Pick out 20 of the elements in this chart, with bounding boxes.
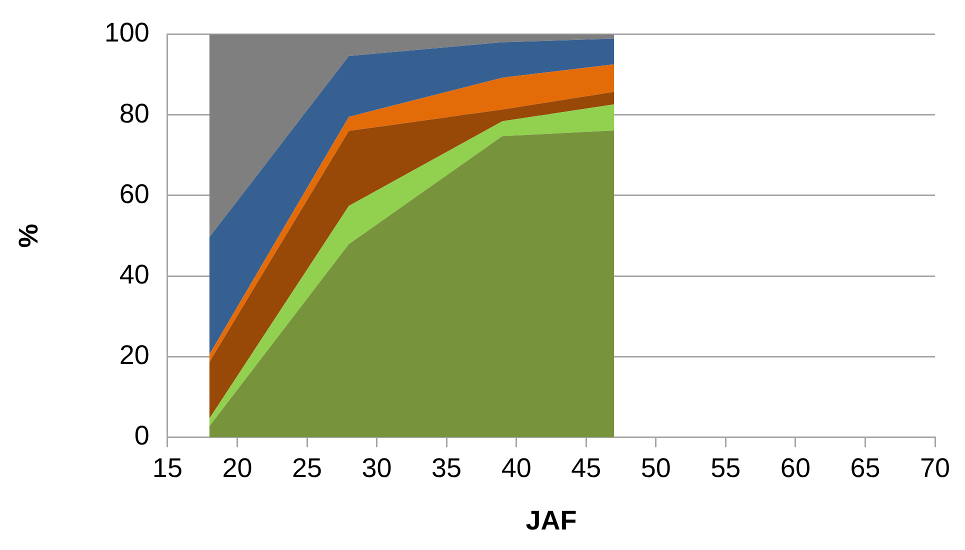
x-axis-title: JAF (526, 505, 577, 536)
y-tick-label: 40 (119, 259, 150, 290)
y-tick-label: 20 (119, 340, 150, 370)
x-tick-label: 25 (292, 452, 322, 483)
x-tick-label: 30 (362, 452, 392, 483)
y-tick-label: 100 (104, 18, 150, 48)
y-tick-label: 60 (119, 178, 150, 209)
x-tick-label: 20 (222, 452, 252, 483)
x-tick-label: 15 (152, 452, 182, 483)
y-axis-title: % (14, 224, 44, 248)
y-tick-label: 0 (134, 420, 150, 451)
x-tick-label: 70 (920, 452, 950, 483)
x-tick-label: 50 (640, 452, 671, 483)
x-tick-label: 35 (432, 452, 462, 483)
x-tick-label: 60 (780, 452, 810, 483)
x-tick-label: 55 (710, 452, 741, 483)
x-tick-label: 65 (850, 452, 880, 483)
y-tick-label: 80 (119, 98, 150, 128)
x-tick-label: 40 (501, 452, 532, 483)
x-tick-label: 45 (571, 452, 602, 483)
